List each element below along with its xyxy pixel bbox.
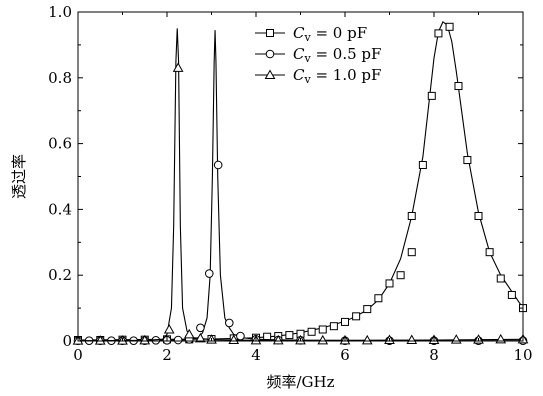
legend-variable: C	[293, 66, 305, 84]
x-tick-label: 0	[73, 346, 83, 364]
data-point-square	[407, 248, 416, 257]
data-point-circle	[196, 323, 205, 333]
legend-value: = 0 pF	[311, 24, 367, 42]
y-tick-label: 0.6	[48, 135, 72, 153]
data-point-triangle	[228, 334, 240, 345]
data-point-circle	[173, 335, 183, 345]
data-point-square	[454, 82, 463, 91]
legend-label-1: Cv = 0.5 pF	[293, 45, 381, 65]
legend-marker-square	[266, 29, 274, 37]
legend-label-0: Cv = 0 pF	[293, 24, 367, 44]
data-point-square	[485, 248, 494, 257]
data-point-triangle	[495, 333, 507, 344]
legend-variable: C	[293, 45, 305, 63]
x-tick-label: 2	[162, 346, 172, 364]
legend-marker-circle	[265, 49, 275, 59]
data-point-square	[396, 271, 405, 280]
x-tick-label: 10	[513, 346, 532, 364]
data-point-square	[363, 305, 372, 314]
data-point-triangle	[406, 334, 418, 345]
y-tick-label: 0.4	[48, 200, 72, 218]
legend-label-2: Cv = 1.0 pF	[293, 66, 381, 86]
legend-value: = 1.0 pF	[311, 66, 382, 84]
data-point-square	[434, 29, 443, 38]
data-point-square	[318, 325, 327, 334]
data-point-square	[427, 91, 436, 100]
data-point-square	[496, 274, 505, 283]
y-tick-label: 0.2	[48, 266, 72, 284]
data-point-triangle	[195, 332, 206, 343]
y-tick-label: 1.0	[48, 3, 72, 21]
axes-layer: 0 2 4 6 8 10 0 0.2 0.4 0.6 0.8 1.0 频率/GHz 透过率	[10, 3, 533, 391]
data-point-square	[329, 322, 338, 331]
data-point-triangle	[94, 335, 106, 345]
legend-subscript: v	[303, 31, 311, 44]
data-point-triangle	[139, 334, 151, 345]
series-line-2	[77, 28, 524, 342]
legend-variable: C	[293, 24, 305, 42]
legend-value: = 0.5 pF	[311, 45, 382, 63]
data-point-square	[407, 211, 416, 220]
data-point-square	[418, 160, 427, 169]
y-tick-label: 0.8	[48, 69, 72, 87]
x-tick-label: 4	[251, 346, 261, 364]
y-axis-label: 透过率	[10, 154, 28, 199]
data-point-triangle	[450, 334, 462, 344]
data-point-triangle	[272, 334, 284, 345]
y-tick-label: 0	[62, 332, 72, 350]
legend-marker-triangle	[264, 69, 276, 79]
data-point-square	[341, 317, 349, 326]
data-point-square	[507, 290, 516, 299]
data-point-circle	[213, 160, 223, 170]
data-point-triangle	[163, 323, 175, 334]
x-tick-label: 8	[429, 346, 439, 364]
data-point-square	[285, 331, 294, 340]
data-point-square	[385, 279, 394, 288]
data-point-square	[445, 22, 454, 31]
x-axis-label: 频率/GHz	[266, 373, 334, 391]
data-point-square	[352, 312, 361, 321]
legend-subscript: v	[303, 73, 311, 86]
data-point-square	[474, 211, 483, 220]
data-point-square	[307, 327, 316, 336]
data-point-triangle	[317, 334, 329, 345]
data-point-triangle	[183, 328, 195, 339]
data-point-circle	[225, 318, 234, 328]
data-point-square	[463, 156, 472, 165]
data-point-triangle	[172, 62, 184, 72]
data-point-circle	[236, 331, 245, 341]
x-tick-label: 6	[340, 346, 350, 364]
series-line-1	[78, 30, 523, 342]
data-point-square	[374, 294, 383, 303]
legend-subscript: v	[303, 52, 311, 65]
data-point-triangle	[361, 334, 373, 345]
data-point-circle	[204, 269, 214, 278]
